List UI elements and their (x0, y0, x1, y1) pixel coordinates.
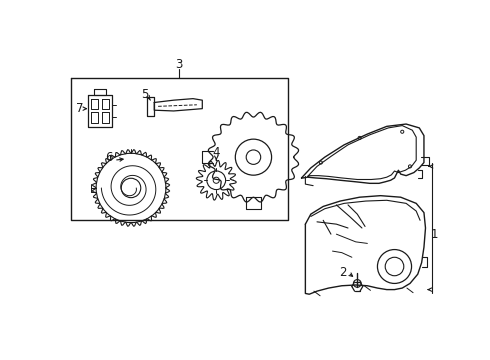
Text: 6: 6 (105, 150, 113, 164)
Text: 4: 4 (213, 146, 220, 159)
Text: 2: 2 (340, 266, 347, 279)
Text: 3: 3 (175, 58, 183, 71)
Text: 7: 7 (76, 102, 84, 115)
Text: 5: 5 (141, 88, 148, 101)
Text: 1: 1 (431, 228, 439, 240)
